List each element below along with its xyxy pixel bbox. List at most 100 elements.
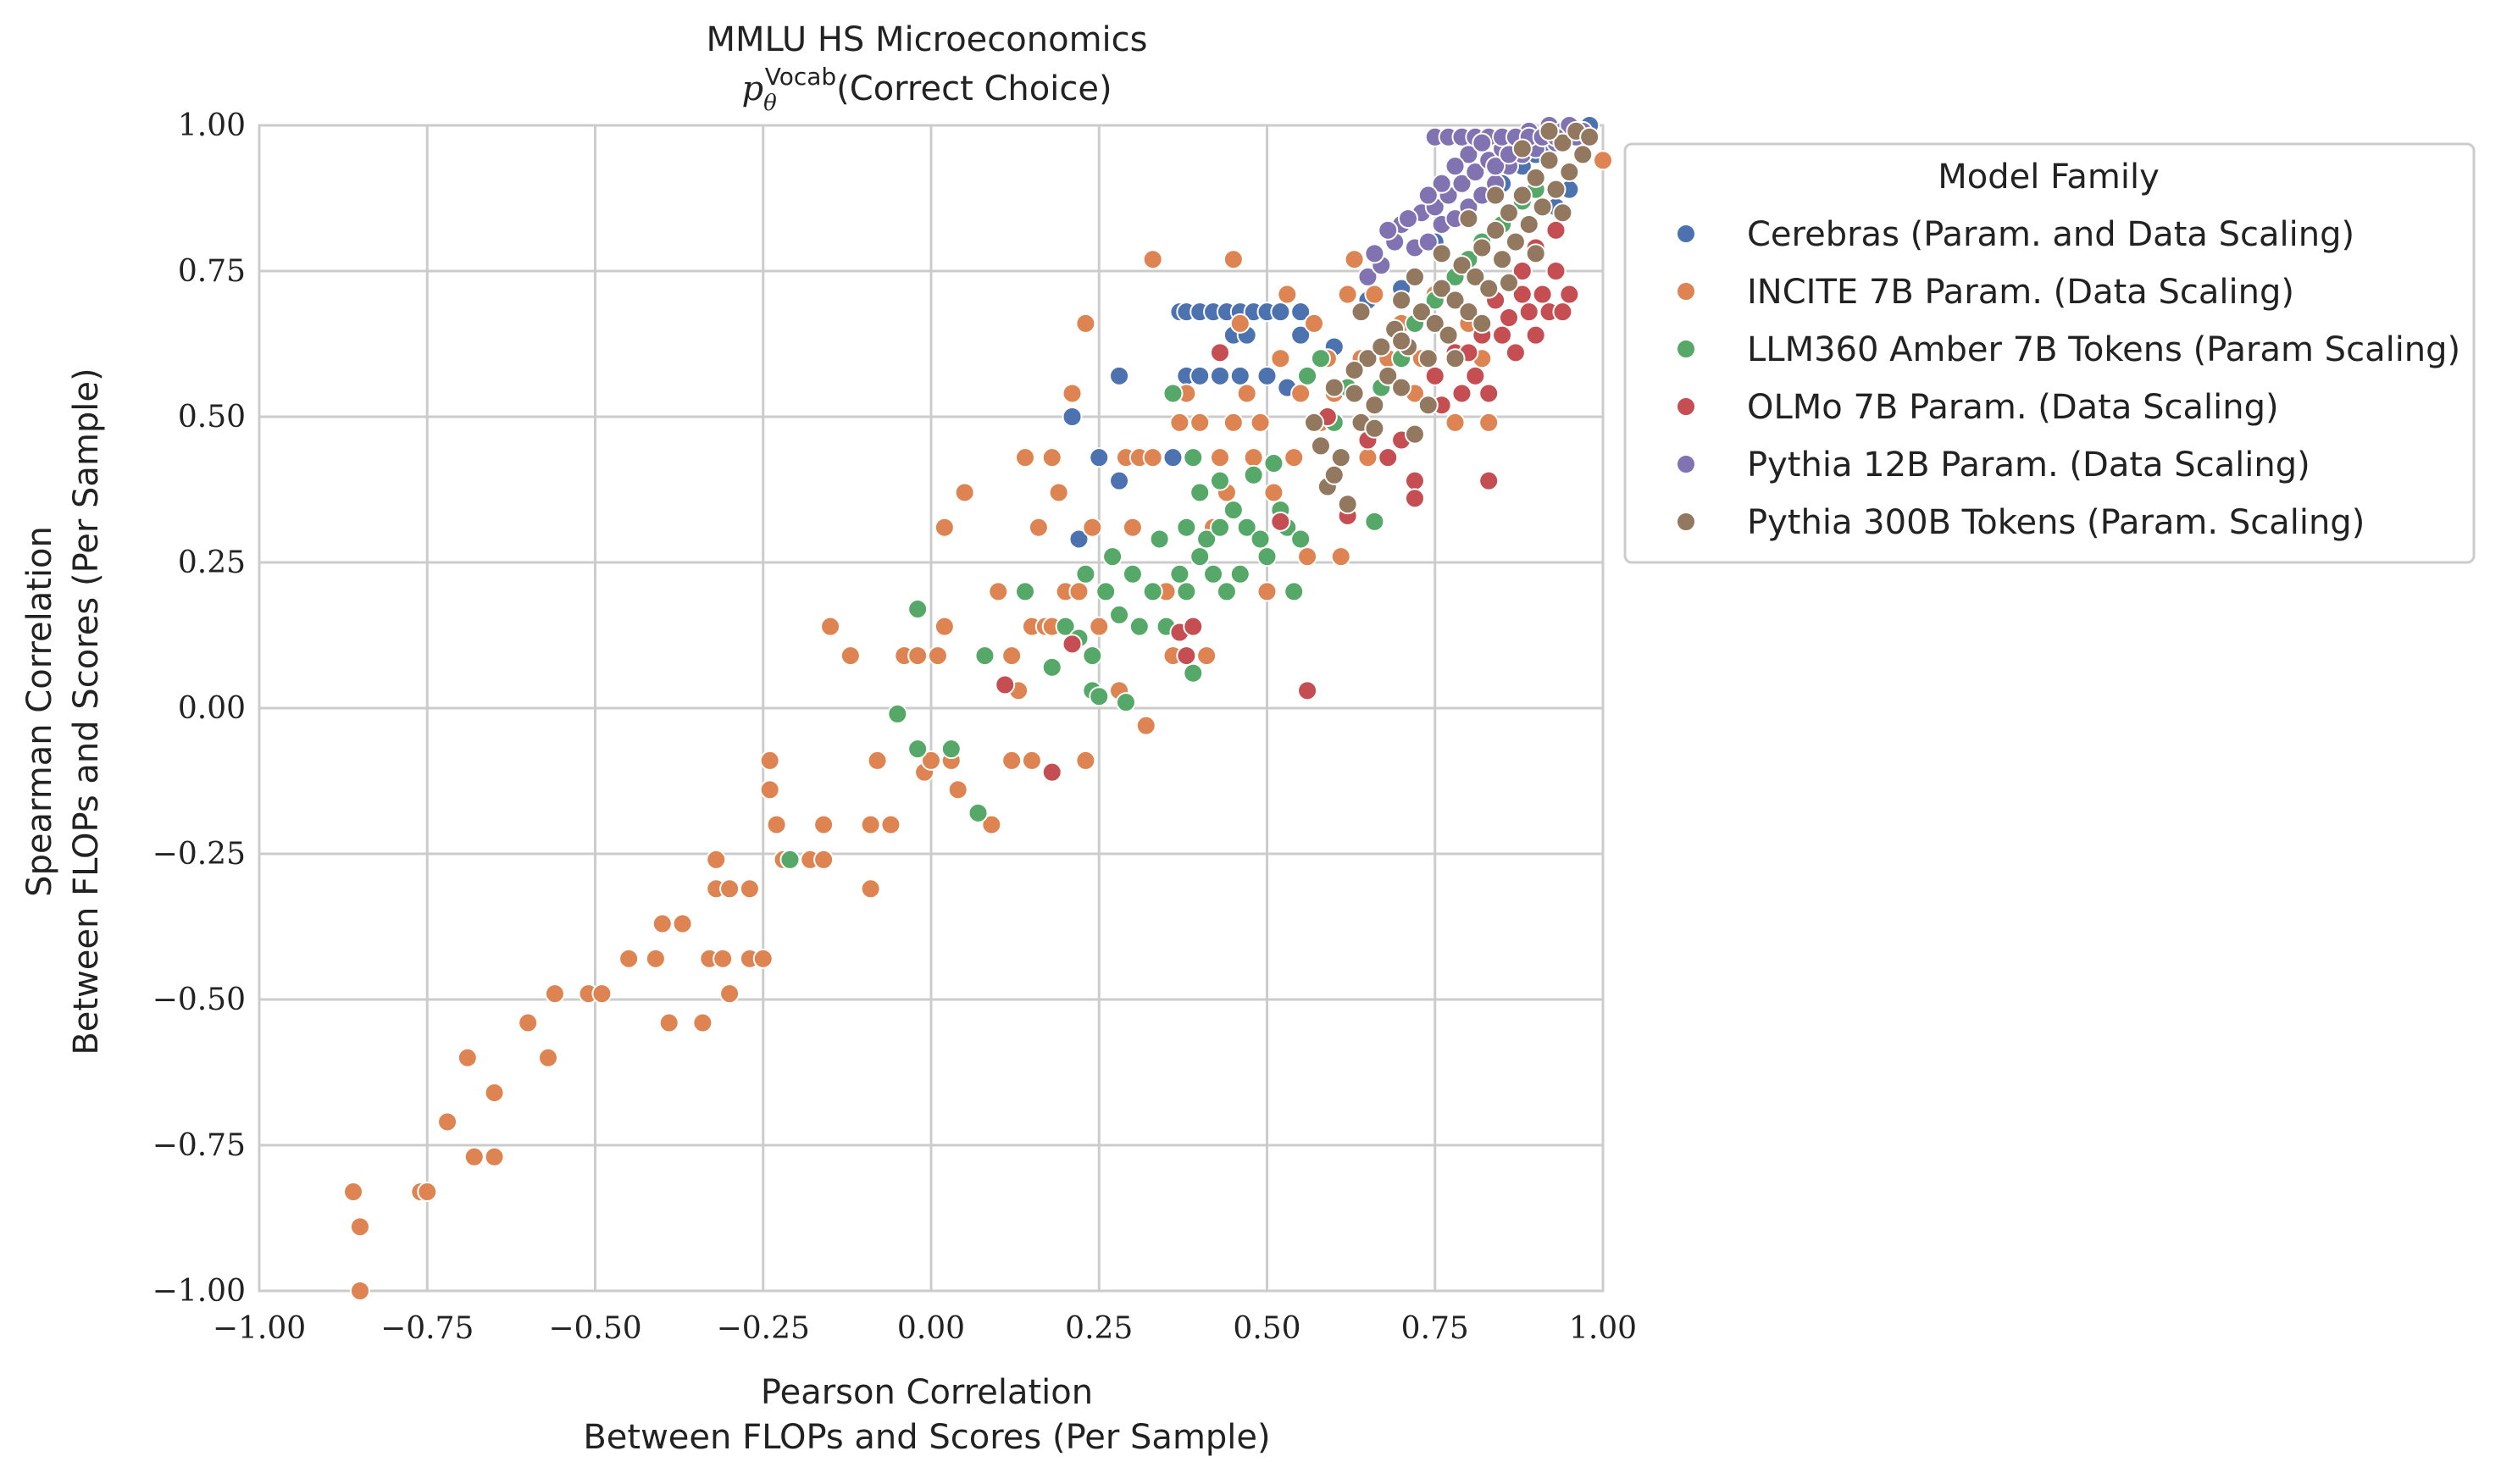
x-tick-label: 0.25 xyxy=(1065,1311,1133,1346)
point-olmo-7b-param-data-scaling xyxy=(1424,365,1445,386)
point-llm360-amber-7b-tokens-param-scaling xyxy=(887,703,908,724)
point-cerebras-param-and-data-scaling xyxy=(1190,365,1211,386)
point-llm360-amber-7b-tokens-param-scaling xyxy=(974,645,995,667)
point-llm360-amber-7b-tokens-param-scaling xyxy=(1082,645,1103,667)
point-incite-7b-param-data-scaling xyxy=(618,948,640,969)
point-pythia-300b-tokens-param-scaling xyxy=(1344,383,1365,404)
point-incite-7b-param-data-scaling xyxy=(658,1012,679,1033)
point-pythia-300b-tokens-param-scaling xyxy=(1417,395,1439,416)
point-incite-7b-param-data-scaling xyxy=(739,878,760,900)
point-incite-7b-param-data-scaling xyxy=(880,814,901,835)
point-pythia-300b-tokens-param-scaling xyxy=(1552,132,1573,153)
point-olmo-7b-param-data-scaling xyxy=(1404,488,1425,509)
point-pythia-300b-tokens-param-scaling xyxy=(1498,272,1519,293)
point-incite-7b-param-data-scaling xyxy=(544,983,565,1005)
point-pythia-12b-param-data-scaling xyxy=(1458,144,1479,165)
point-incite-7b-param-data-scaling xyxy=(1478,412,1500,433)
legend-marker xyxy=(1676,396,1696,417)
y-tick-label: 0.50 xyxy=(178,400,246,435)
point-incite-7b-param-data-scaling xyxy=(1236,383,1257,404)
point-incite-7b-param-data-scaling xyxy=(927,645,948,667)
y-tick-label: 0.00 xyxy=(178,691,246,726)
point-incite-7b-param-data-scaling xyxy=(981,814,1002,835)
point-pythia-300b-tokens-param-scaling xyxy=(1371,336,1392,357)
point-llm360-amber-7b-tokens-param-scaling xyxy=(1364,511,1385,532)
point-llm360-amber-7b-tokens-param-scaling xyxy=(1236,517,1257,538)
point-incite-7b-param-data-scaling xyxy=(766,814,787,835)
point-llm360-amber-7b-tokens-param-scaling xyxy=(1122,563,1143,584)
plot-frame xyxy=(258,124,1605,1293)
point-incite-7b-param-data-scaling xyxy=(1337,284,1358,305)
point-cerebras-param-and-data-scaling xyxy=(1270,302,1291,323)
point-incite-7b-param-data-scaling xyxy=(1270,348,1291,369)
point-pythia-300b-tokens-param-scaling xyxy=(1357,348,1378,369)
point-pythia-300b-tokens-param-scaling xyxy=(1431,278,1452,299)
point-incite-7b-param-data-scaling xyxy=(1082,517,1103,538)
point-incite-7b-param-data-scaling xyxy=(1041,447,1062,468)
point-incite-7b-param-data-scaling xyxy=(1290,383,1312,404)
point-llm360-amber-7b-tokens-param-scaling xyxy=(1162,383,1184,404)
point-incite-7b-param-data-scaling xyxy=(1243,447,1264,468)
point-pythia-300b-tokens-param-scaling xyxy=(1391,377,1412,398)
y-tick-label: 0.75 xyxy=(178,254,246,289)
legend-label: Pythia 300B Tokens (Param. Scaling) xyxy=(1747,503,2365,542)
y-tick-label: −0.75 xyxy=(152,1128,246,1163)
point-pythia-300b-tokens-param-scaling xyxy=(1525,243,1546,264)
point-pythia-300b-tokens-param-scaling xyxy=(1458,208,1479,230)
point-olmo-7b-param-data-scaling xyxy=(1511,261,1533,281)
point-olmo-7b-param-data-scaling xyxy=(1297,680,1318,701)
y-tick-label: 0.25 xyxy=(178,545,246,580)
point-llm360-amber-7b-tokens-param-scaling xyxy=(1190,482,1211,503)
point-incite-7b-param-data-scaling xyxy=(719,983,740,1005)
point-incite-7b-param-data-scaling xyxy=(813,814,835,835)
point-incite-7b-param-data-scaling xyxy=(1284,447,1305,468)
x-tick-label: 0.75 xyxy=(1401,1311,1469,1346)
point-olmo-7b-param-data-scaling xyxy=(1041,761,1062,783)
point-olmo-7b-param-data-scaling xyxy=(1183,616,1204,637)
point-llm360-amber-7b-tokens-param-scaling xyxy=(1095,581,1117,602)
point-pythia-300b-tokens-param-scaling xyxy=(1411,302,1432,323)
point-pythia-300b-tokens-param-scaling xyxy=(1344,359,1365,380)
point-pythia-300b-tokens-param-scaling xyxy=(1579,126,1600,147)
point-incite-7b-param-data-scaling xyxy=(349,1281,370,1301)
point-incite-7b-param-data-scaling xyxy=(1190,412,1211,433)
legend-box xyxy=(1623,142,2476,564)
point-llm360-amber-7b-tokens-param-scaling xyxy=(1216,581,1237,602)
point-llm360-amber-7b-tokens-param-scaling xyxy=(907,599,929,620)
point-olmo-7b-param-data-scaling xyxy=(1270,511,1291,532)
point-incite-7b-param-data-scaling xyxy=(1075,313,1096,334)
point-incite-7b-param-data-scaling xyxy=(752,948,774,969)
point-pythia-300b-tokens-param-scaling xyxy=(1492,249,1513,270)
point-llm360-amber-7b-tokens-param-scaling xyxy=(1250,529,1271,550)
point-incite-7b-param-data-scaling xyxy=(484,1083,505,1104)
point-incite-7b-param-data-scaling xyxy=(759,779,780,800)
point-cerebras-param-and-data-scaling xyxy=(1162,447,1184,468)
point-pythia-300b-tokens-param-scaling xyxy=(1391,290,1412,311)
point-pythia-300b-tokens-param-scaling xyxy=(1485,219,1506,241)
point-pythia-300b-tokens-param-scaling xyxy=(1451,255,1472,276)
point-incite-7b-param-data-scaling xyxy=(988,581,1009,602)
point-pythia-12b-param-data-scaling xyxy=(1485,156,1506,177)
point-pythia-12b-param-data-scaling xyxy=(1364,243,1385,264)
legend-title: Model Family xyxy=(1938,158,2160,197)
point-olmo-7b-param-data-scaling xyxy=(1545,261,1567,281)
point-pythia-300b-tokens-param-scaling xyxy=(1511,138,1533,159)
legend-label: INCITE 7B Param. (Data Scaling) xyxy=(1747,273,2294,312)
point-llm360-amber-7b-tokens-param-scaling xyxy=(1203,563,1224,584)
x-tick-label: 0.00 xyxy=(897,1311,965,1346)
point-cerebras-param-and-data-scaling xyxy=(1089,447,1110,468)
point-pythia-12b-param-data-scaling xyxy=(1378,219,1399,241)
legend-marker xyxy=(1676,454,1696,474)
x-tick-label: 1.00 xyxy=(1569,1311,1637,1346)
point-incite-7b-param-data-scaling xyxy=(1250,412,1271,433)
point-cerebras-param-and-data-scaling xyxy=(1109,365,1130,386)
point-llm360-amber-7b-tokens-param-scaling xyxy=(1190,546,1211,568)
point-pythia-12b-param-data-scaling xyxy=(1445,156,1466,177)
point-llm360-amber-7b-tokens-param-scaling xyxy=(1041,656,1062,678)
point-incite-7b-param-data-scaling xyxy=(1256,581,1278,602)
point-incite-7b-param-data-scaling xyxy=(672,913,693,934)
point-olmo-7b-param-data-scaling xyxy=(1492,324,1513,346)
point-llm360-amber-7b-tokens-param-scaling xyxy=(1015,581,1036,602)
point-llm360-amber-7b-tokens-param-scaling xyxy=(1176,517,1197,538)
